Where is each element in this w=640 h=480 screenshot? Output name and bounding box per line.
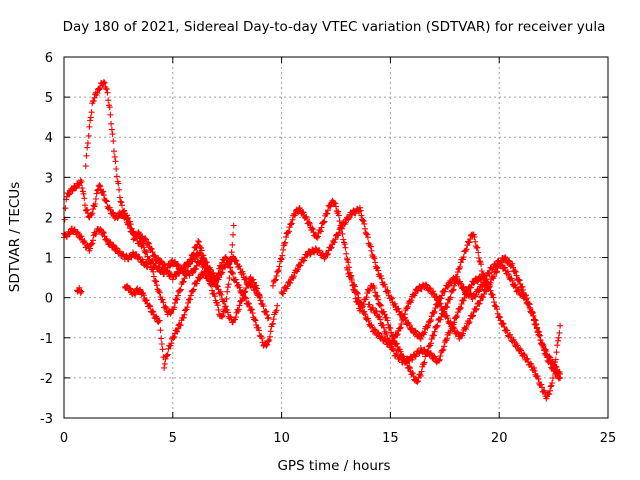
series-markers [269,197,490,385]
y-tick-label: 5 [45,91,53,106]
data-series [61,79,564,402]
series-markers [365,273,564,402]
y-axis-label: SDTVAR / TECUs [7,182,23,292]
series-markers [74,284,85,296]
x-tick-label: 0 [60,431,68,446]
chart-title: Day 180 of 2021, Sidereal Day-to-day VTE… [63,19,606,35]
x-tick-label: 10 [273,431,290,446]
y-tick-label: 0 [45,292,53,307]
plot-frame [63,56,609,419]
y-tick-label: -2 [40,372,53,387]
series-markers [121,269,272,371]
x-tick-label: 25 [600,431,617,446]
y-tick-label: 3 [45,171,53,186]
y-tick-label: -1 [40,332,53,347]
x-tick-label: 15 [382,431,399,446]
series-sat-track-h [365,273,564,402]
y-tick-label: -3 [40,412,53,427]
y-tick-label: 1 [45,252,53,267]
series-sat-track-e [269,197,490,385]
x-tick-label: 5 [169,431,177,446]
y-tick-label: 6 [45,51,53,66]
series-sat-track-d [121,269,272,371]
y-tick-label: 4 [45,131,53,146]
axis-ticks: 0 5 10 15 20 25 -3 -2 -1 0 1 2 3 4 5 6 [40,51,616,446]
series-sat-track-i [74,284,85,296]
y-tick-label: 2 [45,211,53,226]
x-axis-label: GPS time / hours [277,458,390,474]
x-tick-label: 20 [491,431,508,446]
